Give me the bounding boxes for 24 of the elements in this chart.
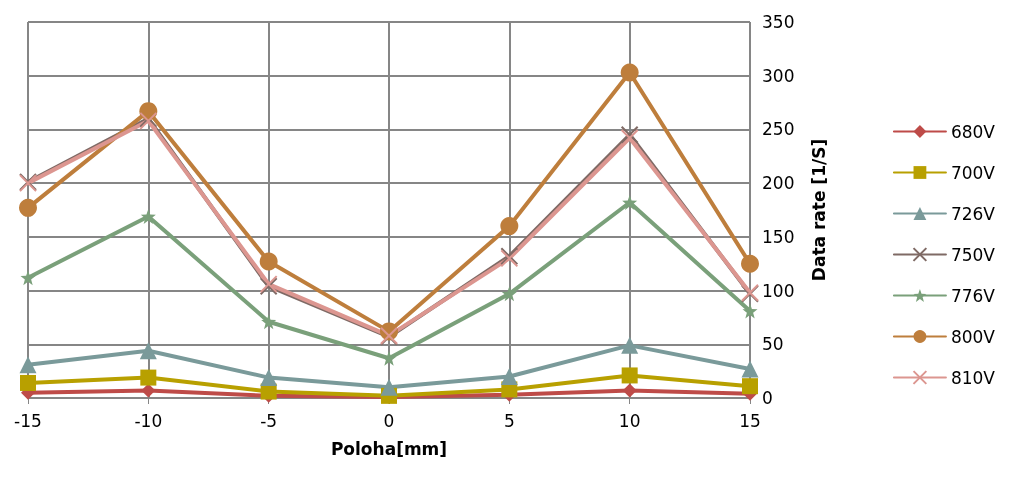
y-tick-label: 0: [762, 388, 773, 408]
x-tick-label: 15: [739, 410, 761, 431]
legend-label: 750V: [950, 244, 996, 265]
x-tick-label: -10: [134, 410, 163, 431]
y-tick-label: 300: [762, 65, 795, 86]
x-tick-label: 0: [383, 410, 395, 431]
legend-label: 810V: [950, 367, 996, 388]
y-tick-label: 150: [762, 226, 795, 247]
legend-label: 776V: [950, 285, 996, 306]
y-tick-label: 350: [762, 12, 795, 32]
x-tick-label: -15: [14, 410, 42, 431]
x-axis-title: Poloha[mm]: [330, 438, 448, 459]
legend-label: 700V: [950, 162, 996, 183]
x-tick-label: 10: [618, 410, 641, 431]
y-axis-title: Data rate [1/S]: [808, 138, 829, 282]
y-tick-label: 50: [762, 334, 784, 355]
legend-label: 800V: [950, 326, 996, 347]
x-tick-label: -5: [260, 410, 278, 431]
y-tick-label: 100: [762, 280, 795, 301]
legend-label: 680V: [950, 121, 996, 142]
x-tick-label: 5: [503, 410, 515, 431]
legend-label: 726V: [950, 203, 996, 224]
y-tick-label: 250: [762, 119, 795, 140]
y-tick-label: 200: [762, 173, 795, 194]
